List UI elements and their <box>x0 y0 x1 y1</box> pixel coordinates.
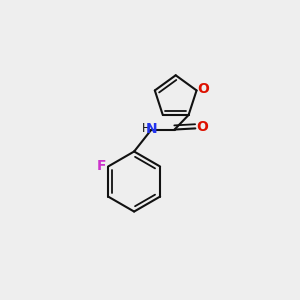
Text: H: H <box>142 122 151 135</box>
Text: F: F <box>96 159 106 173</box>
Text: O: O <box>196 121 208 134</box>
Text: O: O <box>198 82 209 96</box>
Text: N: N <box>146 122 157 136</box>
